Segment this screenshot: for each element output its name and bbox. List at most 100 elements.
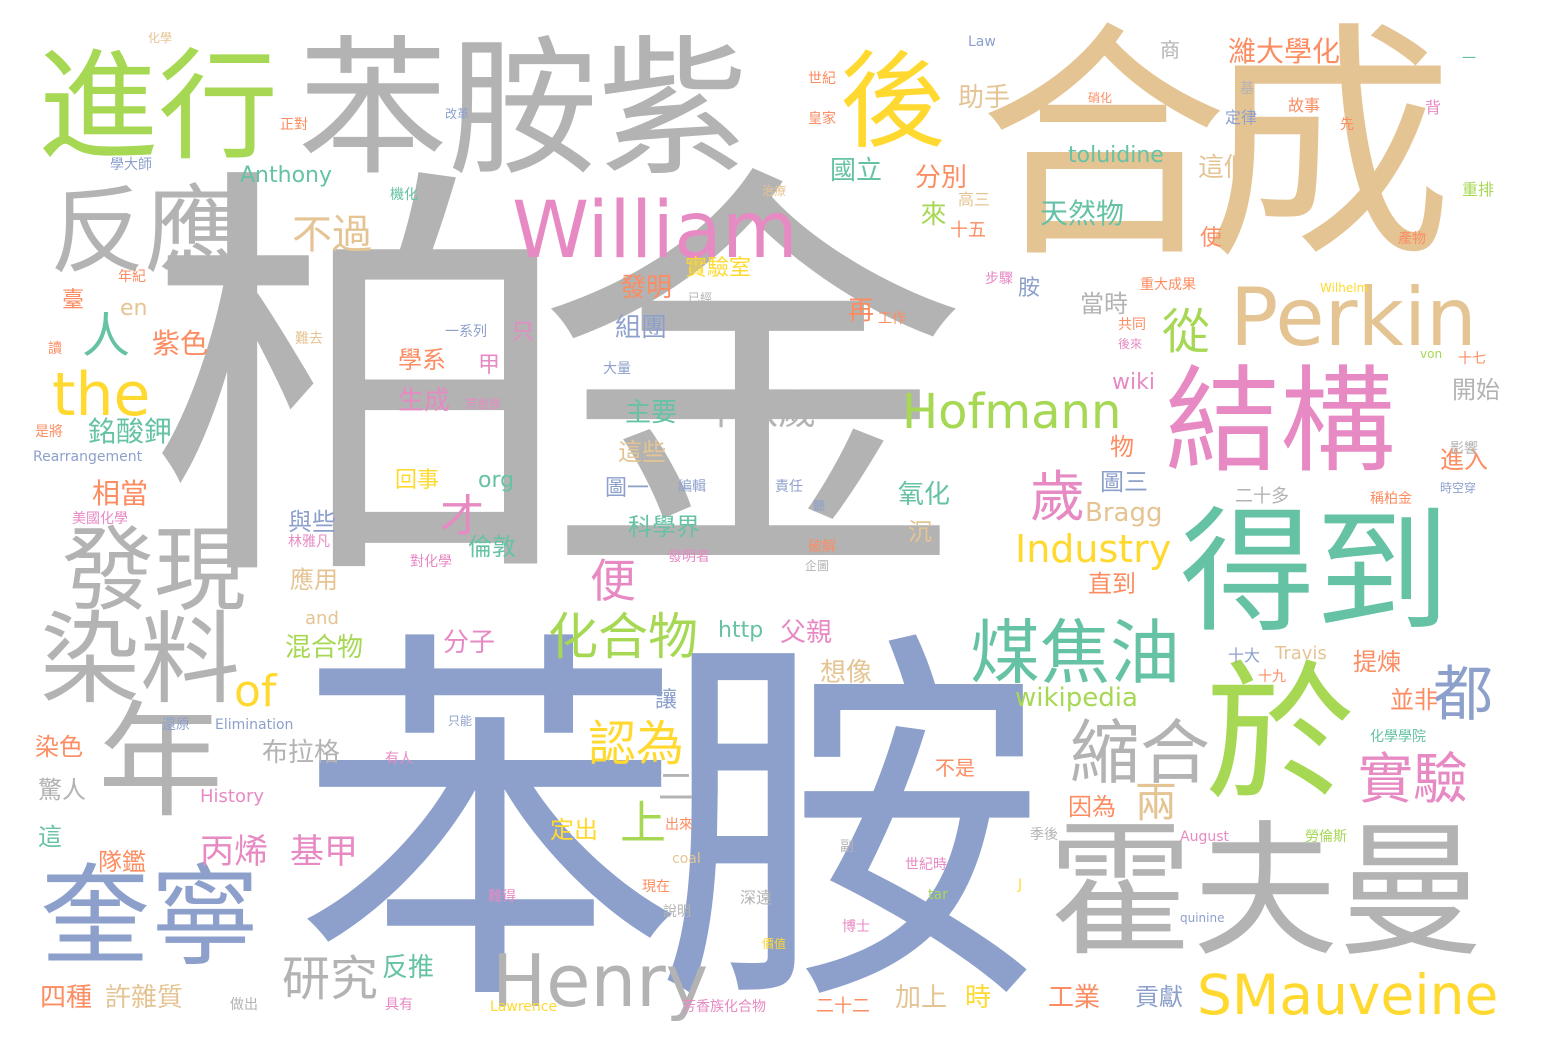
word: 工業 (1048, 983, 1101, 1013)
word: http (718, 618, 764, 643)
word: 苯胺 (295, 600, 1045, 1052)
word: 應用 (290, 566, 338, 594)
word: J (1018, 877, 1023, 893)
word: 貢獻 (1135, 983, 1183, 1011)
word: 柏金 (148, 135, 968, 635)
word: SMauveine (1197, 963, 1499, 1027)
word: 得到 (1180, 494, 1450, 651)
word: 定律 (1225, 108, 1258, 127)
word: 影響 (1450, 441, 1478, 457)
word: 進入 (1440, 446, 1488, 474)
word: Law (968, 34, 996, 50)
word: 副 (840, 839, 854, 855)
word: 想像 (820, 658, 873, 688)
word: 芳香族化合物 (682, 999, 766, 1015)
word: 深遠 (740, 888, 773, 907)
word: 紫色 (152, 327, 209, 360)
word: 做出 (230, 997, 258, 1013)
word: 染料 (40, 601, 240, 718)
word: 結構 (1165, 355, 1396, 489)
word: 化合物 (548, 608, 698, 666)
word: 十五 (950, 220, 986, 241)
word: and (305, 608, 339, 629)
word: 化學 (148, 31, 173, 45)
word: 濰大學化 (1228, 35, 1341, 68)
word: 開始 (1452, 376, 1500, 404)
word: 背 (1425, 98, 1442, 117)
word: 倫敦 (468, 533, 516, 561)
word: 改革 (445, 107, 470, 121)
word: 十大 (1228, 646, 1261, 665)
word: 世紀時 (905, 857, 947, 873)
word: 學系 (398, 346, 446, 374)
word: 十七 (1458, 351, 1486, 367)
word: 便 (590, 554, 636, 608)
word: wikipedia (1015, 683, 1138, 713)
word: 組團 (615, 313, 668, 343)
word: Rearrangement (33, 449, 143, 465)
word: 只 (512, 320, 535, 345)
word: 學大師 (110, 157, 152, 173)
word: 破解 (808, 539, 836, 555)
word: 主要 (625, 398, 678, 428)
word: Henry (492, 939, 709, 1023)
word: 重排 (1462, 180, 1495, 199)
word: 加上 (895, 983, 948, 1013)
word: 甲 (478, 353, 501, 378)
word: 實驗室 (685, 256, 752, 281)
word: 生成 (398, 386, 451, 416)
word: 只能 (448, 714, 473, 728)
word: 兩 (1135, 778, 1178, 827)
word: 季後 (1030, 827, 1058, 843)
word: Perkin (1230, 271, 1477, 364)
word: 聽 (813, 499, 826, 513)
word: 上 (620, 796, 666, 850)
word: 國立 (830, 156, 883, 186)
word: 皇家 (808, 111, 836, 127)
word: quinine (1180, 911, 1225, 925)
word: 實驗 (1358, 747, 1469, 811)
word: 價值 (762, 937, 787, 951)
word: 二十多 (1235, 486, 1289, 507)
word: 都 (1433, 660, 1493, 730)
word: 相當 (92, 477, 149, 510)
word: 後 (840, 41, 946, 163)
word: org (478, 468, 515, 493)
word: History (200, 786, 265, 807)
word: 二十二 (816, 996, 870, 1017)
word: 工作 (878, 311, 906, 327)
word: tar (928, 887, 948, 903)
word: 還原 (162, 717, 190, 733)
word: Hofmann (902, 384, 1122, 440)
word: 已經 (688, 291, 713, 305)
word: 來 (916, 200, 946, 226)
word: 讀 (48, 341, 62, 357)
word: 年 (98, 690, 223, 835)
word: 分子 (443, 628, 496, 658)
word: 一 (1462, 51, 1476, 67)
word: 商 (1160, 38, 1180, 62)
word: 驚人 (38, 776, 86, 804)
word: 時 (965, 983, 992, 1013)
word: 於 (1205, 648, 1356, 822)
word: Industry (1015, 527, 1172, 571)
word: 高三 (958, 190, 991, 209)
word: 這 (38, 823, 62, 851)
word: 人 (82, 308, 131, 364)
word: 隊鑑 (98, 848, 146, 876)
word: 科學界 (628, 513, 700, 541)
word: 這些 (618, 438, 666, 466)
word: 發明 (620, 273, 673, 303)
word: 稱柏金 (1370, 491, 1412, 507)
word: 物 (1110, 433, 1134, 461)
word: 年紀 (118, 269, 146, 285)
word: 難得 (488, 889, 516, 905)
word: 助手 (958, 83, 1011, 113)
word: 時空穿 (1440, 481, 1477, 495)
word: 父親 (780, 618, 833, 648)
word: 先 (1340, 117, 1354, 133)
word: 十八歲 (702, 389, 817, 433)
word: 二 (658, 767, 695, 808)
word: Travis (1275, 643, 1327, 664)
word: of (234, 666, 277, 717)
